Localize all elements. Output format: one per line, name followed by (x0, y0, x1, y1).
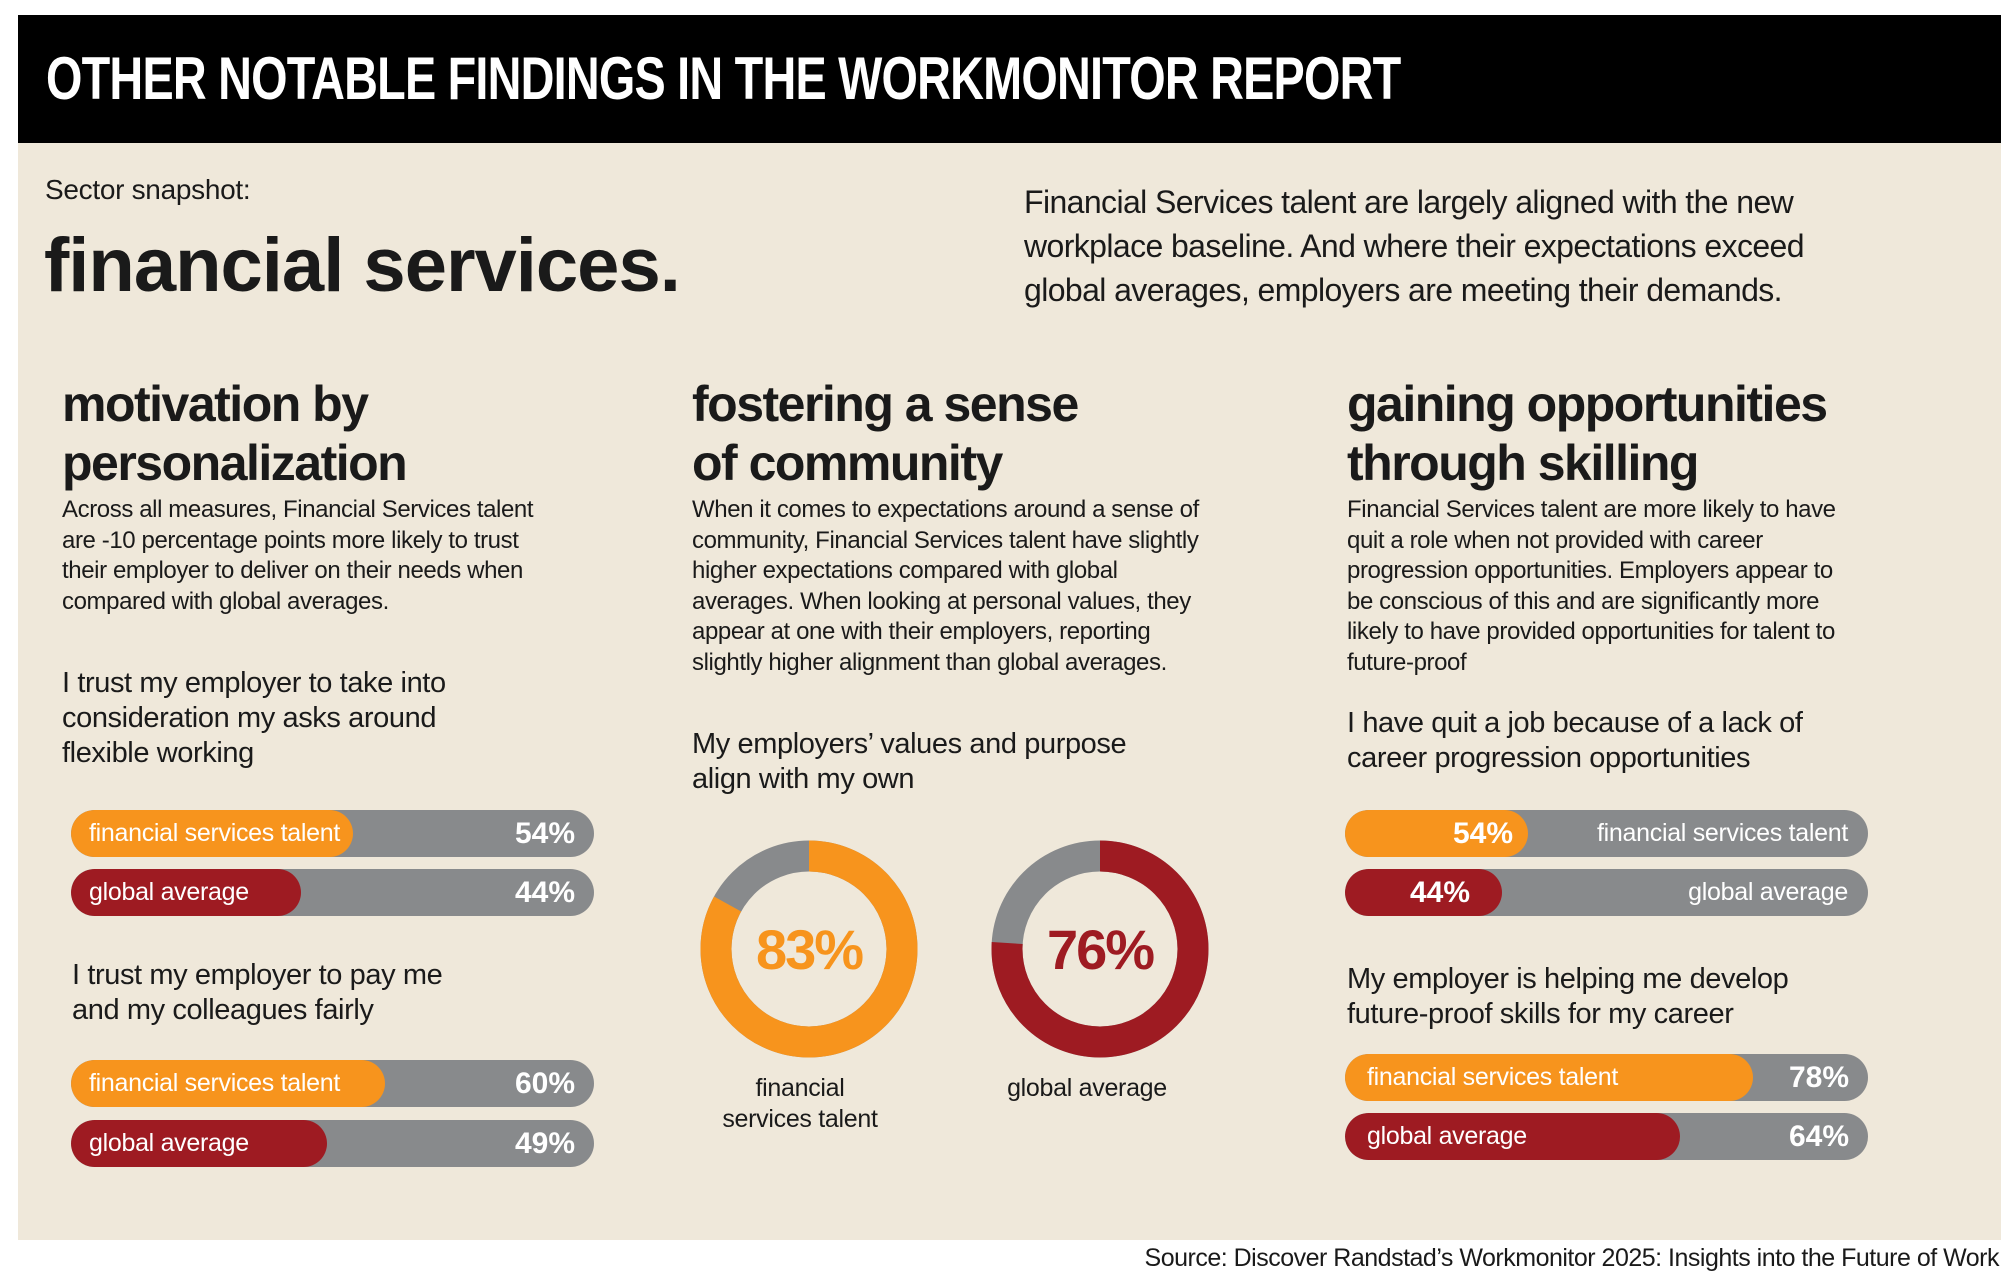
col3-q1-global-bar: 44% global average (1345, 869, 1868, 916)
bar-value: 49% (514, 1127, 575, 1160)
col3-q1-question: I have quit a job because of a lack of c… (1347, 707, 1803, 774)
col2-heading: fostering a sense of community (692, 376, 1079, 491)
col3-q2-global-bar: global average 64% (1345, 1113, 1868, 1160)
bar-label: financial services talent (1597, 819, 1848, 847)
col1-q1-question: I trust my employer to take into conside… (62, 667, 446, 769)
bar-value: 44% (1410, 876, 1471, 909)
donut-value-arc (700, 840, 918, 1058)
col1-q2-global-bar: global average 49% (71, 1120, 594, 1167)
donut-value-arc (991, 840, 1209, 1058)
bar-fill (71, 1120, 328, 1167)
global-donut: 76% (991, 840, 1209, 1058)
bar-fill (71, 810, 354, 857)
bar-label: global average (1688, 878, 1848, 906)
intro-summary: Financial Services talent are largely al… (1024, 184, 1805, 308)
bar-label: global average (89, 878, 249, 906)
bar-value: 44% (514, 876, 575, 909)
sector-title: financial services. (44, 223, 681, 308)
bar-value: 64% (1788, 1120, 1849, 1153)
bar-label: financial services talent (89, 1069, 340, 1097)
header-bar (18, 15, 2001, 143)
source-note: Source: Discover Randstad’s Workmonitor … (1144, 1244, 2000, 1272)
bar-value: 78% (1788, 1061, 1849, 1094)
col1-q1-global-bar: global average 44% (71, 869, 594, 916)
col2-body: When it comes to expectations around a s… (692, 496, 1199, 676)
col3-q1-talent-bar: 54% financial services talent (1345, 810, 1868, 857)
bar-value: 54% (1453, 817, 1514, 850)
bar-fill (1345, 810, 1529, 857)
bar-fill (1345, 1113, 1680, 1160)
donut-value: 83% (756, 918, 863, 981)
col3-q2-question: My employer is helping me develop future… (1347, 963, 1789, 1030)
bar-fill (1345, 1054, 1753, 1101)
col1-q2-question: I trust my employer to pay me and my col… (72, 959, 443, 1026)
bar-value: 54% (514, 817, 575, 850)
bar-label: global average (89, 1129, 249, 1157)
bar-label: global average (1367, 1122, 1527, 1150)
col1-q1-talent-bar: financial services talent 54% (71, 810, 594, 857)
bar-label: financial services talent (89, 819, 340, 847)
donut-value: 76% (1047, 918, 1154, 981)
page-title: OTHER NOTABLE FINDINGS IN THE WORKMONITO… (46, 45, 1401, 112)
bar-fill (1345, 869, 1502, 916)
bar-value: 60% (514, 1067, 575, 1100)
col3-heading: gaining opportunities through skilling (1347, 376, 1828, 491)
col1-q2-talent-bar: financial services talent 60% (71, 1060, 594, 1107)
talent-donut-label: financial services talent (722, 1074, 878, 1133)
bar-fill (71, 869, 302, 916)
col2-question: My employers’ values and purpose align w… (692, 728, 1127, 795)
kicker: Sector snapshot: (45, 174, 251, 205)
talent-donut: 83% (700, 840, 918, 1058)
bar-fill (71, 1060, 385, 1107)
col1-body: Across all measures, Financial Services … (62, 496, 534, 615)
col3-q2-talent-bar: financial services talent 78% (1345, 1054, 1868, 1101)
bar-label: financial services talent (1367, 1063, 1618, 1091)
global-donut-label: global average (1007, 1074, 1167, 1102)
col1-heading: motivation by personalization (62, 376, 408, 491)
col3-body: Financial Services talent are more likel… (1347, 496, 1836, 676)
